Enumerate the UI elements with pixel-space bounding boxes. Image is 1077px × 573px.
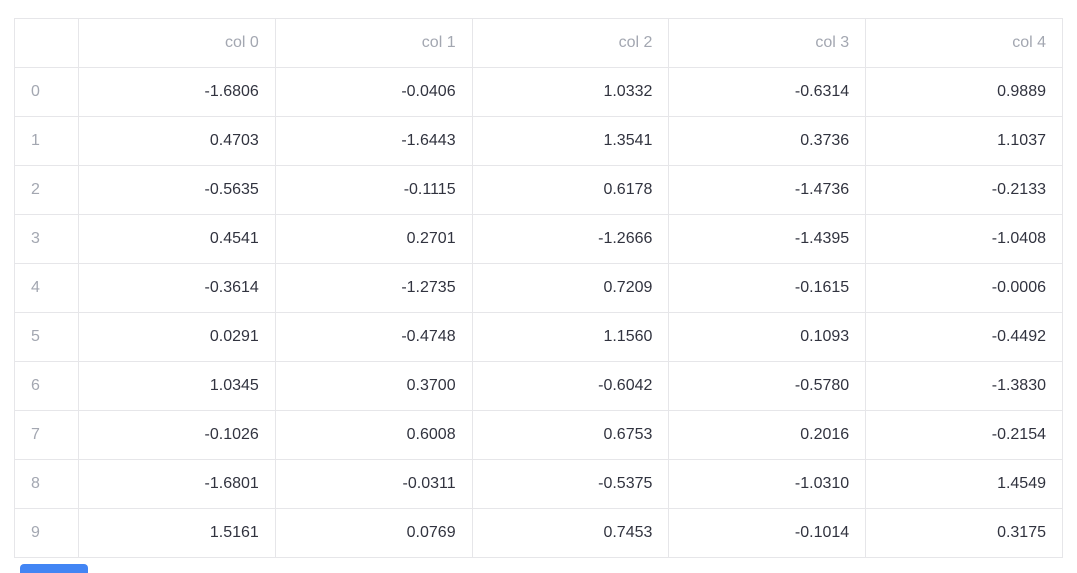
table-cell: 0.3700 [274,361,473,411]
row-index-cell: 1 [14,116,79,166]
table-row: 1 0.4703 -1.6443 1.3541 0.3736 1.1037 [14,116,1063,166]
row-index-cell: 0 [14,67,79,117]
table-cell: 1.1037 [865,116,1063,166]
row-index-cell: 3 [14,214,79,264]
table-cell: 0.4541 [78,214,276,264]
row-index-cell: 5 [14,312,79,362]
table-cell: 0.3736 [668,116,867,166]
table-cell: -1.2735 [274,263,473,313]
table-row: 3 0.4541 0.2701 -1.2666 -1.4395 -1.0408 [14,214,1063,264]
table-cell: 0.3175 [865,508,1063,558]
column-header: col 3 [668,18,867,68]
table-cell: 1.0345 [78,361,276,411]
row-index-cell: 4 [14,263,79,313]
table-cell: -0.1014 [668,508,867,558]
table-cell: 1.4549 [865,459,1063,509]
table-cell: -0.0406 [274,67,473,117]
table-header: col 0 col 1 col 2 col 3 col 4 [14,18,1063,68]
table-cell: -1.4736 [668,165,867,215]
column-header: col 1 [274,18,473,68]
table-cell: 0.0291 [78,312,276,362]
table-cell: -0.5780 [668,361,867,411]
table-cell: -1.4395 [668,214,867,264]
table-cell: -0.2133 [865,165,1063,215]
index-header-cell [14,18,79,68]
table-cell: -0.5635 [78,165,276,215]
table-cell: -1.6801 [78,459,276,509]
table-cell: 0.6753 [471,410,670,460]
table-row: 5 0.0291 -0.4748 1.1560 0.1093 -0.4492 [14,312,1063,362]
table-cell: -0.4492 [865,312,1063,362]
table-cell: -0.1026 [78,410,276,460]
table-cell: -1.3830 [865,361,1063,411]
table-cell: 0.2016 [668,410,867,460]
table-cell: -0.2154 [865,410,1063,460]
table-row: 0 -1.6806 -0.0406 1.0332 -0.6314 0.9889 [14,67,1063,117]
row-index-cell: 7 [14,410,79,460]
table-cell: 1.1560 [471,312,670,362]
table-cell: -0.1615 [668,263,867,313]
row-index-cell: 9 [14,508,79,558]
table-cell: -0.6314 [668,67,867,117]
clipped-blue-widget[interactable] [20,564,88,573]
table-cell: 0.7453 [471,508,670,558]
table-cell: 0.4703 [78,116,276,166]
table-cell: 0.9889 [865,67,1063,117]
table-cell: -1.2666 [471,214,670,264]
row-index-cell: 8 [14,459,79,509]
table-cell: 0.1093 [668,312,867,362]
table-cell: 0.0769 [274,508,473,558]
column-header: col 2 [471,18,670,68]
table-body: 0 -1.6806 -0.0406 1.0332 -0.6314 0.9889 1 0.470… [14,67,1063,558]
table-cell: -1.0310 [668,459,867,509]
table-cell: 1.3541 [471,116,670,166]
table-cell: 1.0332 [471,67,670,117]
table-cell: -0.4748 [274,312,473,362]
column-header: col 0 [78,18,276,68]
table-cell: 0.6178 [471,165,670,215]
table-cell: -0.0311 [274,459,473,509]
dataframe-table: col 0 col 1 col 2 col 3 col 4 0 -1.6806 -0.040… [14,18,1063,558]
row-index-cell: 6 [14,361,79,411]
table-cell: 0.6008 [274,410,473,460]
row-index-cell: 2 [14,165,79,215]
table-cell: -0.5375 [471,459,670,509]
table-cell: -0.0006 [865,263,1063,313]
table-row: 8 -1.6801 -0.0311 -0.5375 -1.0310 1.4549 [14,459,1063,509]
table-cell: -0.6042 [471,361,670,411]
table-cell: 0.7209 [471,263,670,313]
table-row: 7 -0.1026 0.6008 0.6753 0.2016 -0.2154 [14,410,1063,460]
column-header: col 4 [865,18,1063,68]
table-cell: -0.3614 [78,263,276,313]
table-cell: -1.6443 [274,116,473,166]
table-row: 4 -0.3614 -1.2735 0.7209 -0.1615 -0.0006 [14,263,1063,313]
table-cell: -1.6806 [78,67,276,117]
header-row: col 0 col 1 col 2 col 3 col 4 [14,18,1063,68]
table-cell: 1.5161 [78,508,276,558]
table-row: 9 1.5161 0.0769 0.7453 -0.1014 0.3175 [14,508,1063,558]
table-cell: 0.2701 [274,214,473,264]
table-cell: -0.1115 [274,165,473,215]
table-cell: -1.0408 [865,214,1063,264]
table-row: 6 1.0345 0.3700 -0.6042 -0.5780 -1.3830 [14,361,1063,411]
table-row: 2 -0.5635 -0.1115 0.6178 -1.4736 -0.2133 [14,165,1063,215]
